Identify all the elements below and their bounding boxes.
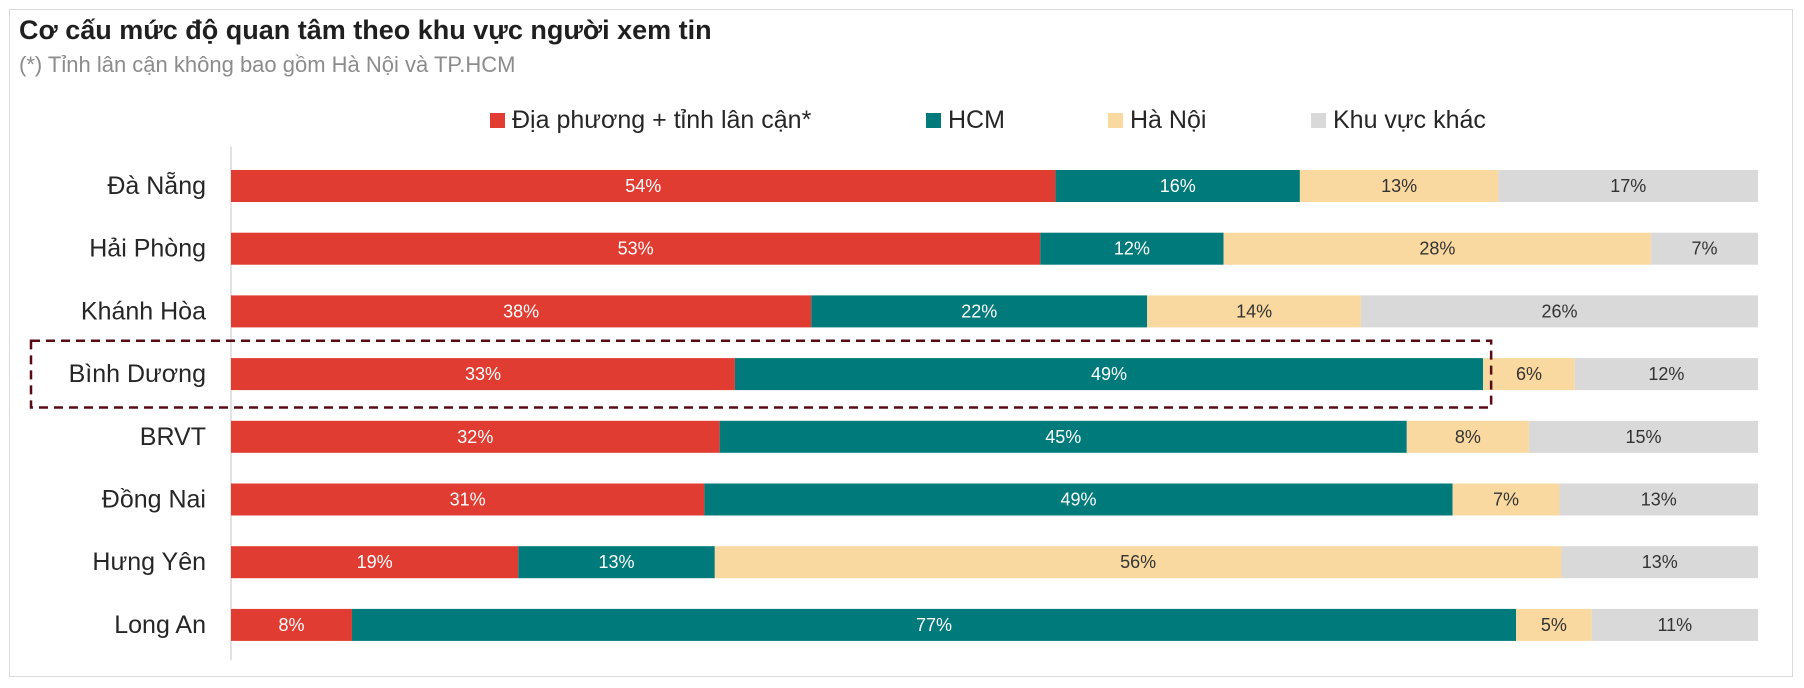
chart-title: Cơ cấu mức độ quan tâm theo khu vực ngườ…: [19, 15, 712, 45]
data-label-local: 38%: [503, 301, 539, 321]
bar-segment-local: [231, 170, 1056, 202]
category-label: Bình Dương: [69, 360, 206, 388]
data-label-local: 32%: [457, 427, 493, 447]
legend-swatch-local: [490, 112, 505, 128]
bar-segment-hanoi: [1299, 170, 1499, 202]
highlight-box: [29, 339, 1493, 409]
data-label-hcm: 12%: [1114, 239, 1150, 259]
bar-segment-local: [231, 420, 720, 453]
data-label-hcm: 16%: [1160, 176, 1196, 196]
bar-segment-local: [231, 483, 705, 516]
data-label-local: 19%: [357, 552, 393, 572]
bar-segment-hcm: [719, 420, 1407, 453]
data-label-hcm: 13%: [599, 552, 635, 572]
legend-label-local: Địa phương + tỉnh lân cận*: [512, 105, 812, 134]
data-label-other: 13%: [1641, 490, 1677, 510]
category-label: Đà Nẵng: [107, 171, 206, 200]
category-label: BRVT: [140, 423, 206, 451]
legend-swatch-hanoi: [1108, 112, 1123, 128]
data-label-hanoi: 56%: [1120, 552, 1156, 572]
data-label-hcm: 49%: [1091, 364, 1127, 384]
data-label-hcm: 45%: [1045, 427, 1081, 447]
bar-segment-other: [1651, 232, 1758, 265]
bar-segment-other: [1498, 170, 1758, 202]
bar-segment-hcm: [1055, 170, 1300, 202]
legend-item-hcm: HCM: [926, 104, 1005, 136]
data-label-hanoi: 28%: [1419, 239, 1455, 259]
category-label: Hưng Yên: [92, 548, 206, 576]
category-label: Hải Phòng: [89, 235, 206, 263]
bar-segment-hanoi: [1516, 608, 1592, 641]
data-label-other: 13%: [1642, 552, 1678, 572]
bar-segment-other: [1574, 358, 1758, 391]
data-label-hanoi: 13%: [1381, 176, 1417, 196]
data-label-hcm: 49%: [1060, 490, 1096, 510]
legend-item-hanoi: Hà Nội: [1108, 104, 1206, 136]
bar-segment-hcm: [351, 608, 1517, 641]
category-label: Khánh Hòa: [81, 297, 206, 325]
legend-item-local: Địa phương + tỉnh lân cận*: [490, 104, 811, 136]
data-label-local: 53%: [618, 239, 654, 259]
bar-segment-hcm: [1040, 232, 1224, 265]
data-label-local: 8%: [278, 615, 304, 635]
data-label-hcm: 22%: [961, 301, 997, 321]
bar-segment-local: [231, 295, 812, 328]
data-label-hanoi: 8%: [1455, 427, 1481, 447]
bar-segment-other: [1561, 546, 1758, 579]
bar-segment-hanoi: [1483, 358, 1575, 391]
bar-segment-other: [1528, 420, 1758, 453]
category-label: Long An: [114, 611, 206, 639]
category-label: Đồng Nai: [102, 486, 206, 514]
bar-segment-local: [231, 608, 352, 641]
data-label-local: 31%: [450, 490, 486, 510]
legend-swatch-hcm: [926, 112, 941, 128]
data-label-hanoi: 6%: [1516, 364, 1542, 384]
bar-segment-local: [231, 232, 1041, 265]
chart-subtitle: (*) Tỉnh lân cận không bao gồm Hà Nội và…: [19, 52, 516, 77]
bar-segment-hcm: [811, 295, 1148, 328]
data-label-other: 17%: [1610, 176, 1646, 196]
bar-segment-other: [1559, 483, 1758, 516]
legend-label-hanoi: Hà Nội: [1130, 105, 1207, 134]
data-label-hanoi: 7%: [1493, 490, 1519, 510]
data-label-other: 7%: [1692, 239, 1718, 259]
bar-segment-local: [231, 546, 519, 579]
bar-segment-local: [231, 358, 735, 391]
legend-label-hcm: HCM: [948, 105, 1005, 134]
bar-segment-other: [1591, 608, 1758, 641]
bar-segment-other: [1360, 295, 1758, 328]
legend-item-other: Khu vực khác: [1311, 104, 1486, 136]
data-label-other: 15%: [1625, 427, 1661, 447]
legend-label-other: Khu vực khác: [1333, 105, 1486, 134]
bar-segment-hanoi: [1147, 295, 1361, 328]
bar-segment-hanoi: [1406, 420, 1529, 453]
bar-segment-hcm: [518, 546, 715, 579]
data-label-hanoi: 5%: [1541, 615, 1567, 635]
legend-swatch-other: [1311, 112, 1326, 128]
bar-segment-hcm: [734, 358, 1484, 391]
data-label-other: 26%: [1541, 301, 1577, 321]
data-label-other: 11%: [1657, 615, 1692, 635]
data-label-local: 33%: [465, 364, 501, 384]
data-label-hanoi: 14%: [1236, 301, 1272, 321]
bar-segment-hanoi: [1223, 232, 1652, 265]
bar-segment-hcm: [704, 483, 1453, 516]
data-label-hcm: 77%: [916, 615, 952, 635]
bar-segment-hanoi: [714, 546, 1562, 579]
bar-segment-hanoi: [1452, 483, 1560, 516]
data-label-other: 12%: [1648, 364, 1684, 384]
data-label-local: 54%: [625, 176, 661, 196]
